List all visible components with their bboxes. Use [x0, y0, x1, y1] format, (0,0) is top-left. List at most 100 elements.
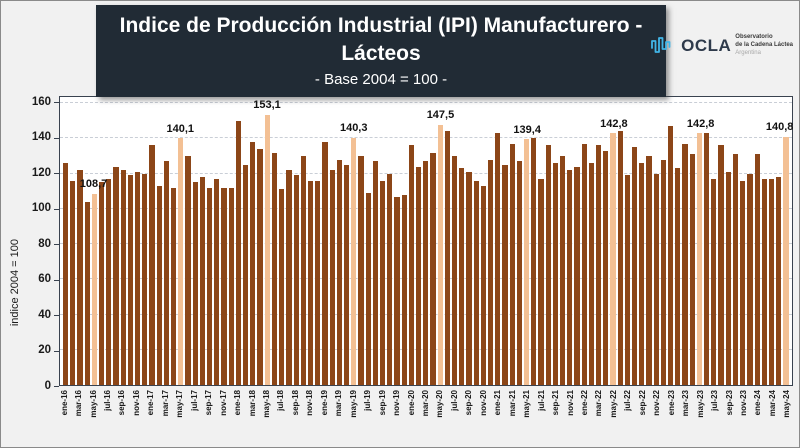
bar-ene-16	[63, 163, 69, 385]
bar-jul-18	[279, 189, 285, 385]
bar-ago-16	[113, 166, 119, 385]
bar-mar-20	[423, 161, 429, 385]
x-tick-label-sep-17: sep-17	[204, 390, 214, 416]
bar-mar-21	[509, 143, 515, 385]
waveform-icon	[651, 36, 671, 53]
value-label-may-16: 108,7	[79, 178, 108, 191]
bar-feb-22	[588, 163, 595, 385]
bars-layer	[62, 97, 790, 385]
x-tick-label-ene-16: ene-16	[59, 390, 69, 416]
bar-jun-21	[531, 138, 537, 385]
y-tick-mark-120	[54, 173, 59, 175]
bar-dic-20	[487, 159, 494, 385]
bar-ago-22	[632, 147, 638, 385]
bar-sep-19	[379, 180, 386, 385]
bar-oct-18	[300, 156, 306, 385]
x-tick-label-jul-17: jul-17	[189, 390, 199, 411]
bar-may-21	[524, 139, 530, 385]
y-tick-label-60: 60	[38, 273, 51, 286]
bar-feb-20	[415, 166, 422, 385]
x-tick-label-may-20: may-20	[435, 390, 445, 418]
bar-sep-21	[552, 163, 559, 385]
bar-sep-16	[120, 170, 126, 385]
bar-jun-18	[271, 152, 278, 385]
x-tick-label-nov-17: nov-17	[218, 390, 228, 416]
bar-ago-19	[372, 161, 378, 385]
y-tick-label-140: 140	[31, 131, 51, 144]
bar-feb-18	[243, 164, 249, 385]
x-tick-label-sep-16: sep-16	[117, 390, 127, 416]
bar-feb-17	[156, 185, 162, 385]
org-line1: Observatorio	[735, 34, 773, 40]
x-tick-label-ene-17: ene-17	[146, 390, 156, 416]
bar-dic-16	[142, 173, 148, 385]
bar-oct-21	[560, 156, 566, 385]
bar-abr-16	[84, 201, 90, 385]
bar-mar-18	[250, 141, 256, 385]
chart-subtitle: - Base 2004 = 100 -	[314, 70, 448, 88]
bar-mar-17	[163, 161, 170, 385]
bar-jul-17	[192, 182, 198, 385]
x-tick-label-may-17: may-17	[175, 390, 185, 418]
x-tick-label-ene-22: ene-22	[580, 390, 589, 416]
bar-oct-23	[732, 154, 739, 385]
x-tick-label-sep-23: sep-23	[724, 390, 734, 416]
bar-nov-16	[135, 171, 141, 385]
y-tick-label-20: 20	[38, 344, 51, 357]
x-tick-label-ene-19: ene-19	[319, 390, 329, 416]
bar-abr-18	[257, 148, 263, 385]
value-label-may-23: 142,8	[686, 117, 715, 130]
bar-oct-20	[473, 180, 479, 385]
x-tick-label-jul-23: jul-23	[710, 390, 720, 411]
bar-jul-23	[711, 178, 717, 385]
y-tick-label-100: 100	[31, 202, 51, 215]
x-tick-label-jul-19: jul-19	[363, 390, 373, 411]
bar-abr-20	[430, 152, 436, 385]
bar-ene-23	[668, 126, 674, 385]
bar-ago-23	[718, 145, 724, 385]
x-tick-label-mar-24: mar-24	[767, 390, 777, 417]
x-tick-label-nov-18: nov-18	[305, 390, 315, 416]
bar-abr-19	[343, 164, 350, 385]
bar-jun-22	[617, 131, 623, 385]
bar-ene-24	[754, 154, 760, 385]
x-tick-label-nov-22: nov-22	[652, 390, 662, 416]
x-tick-label-mar-18: mar-18	[247, 390, 257, 417]
y-tick-label-80: 80	[38, 237, 51, 250]
bar-nov-19	[394, 196, 400, 385]
x-tick-label-ene-20: ene-20	[406, 390, 416, 416]
x-tick-label-may-24: may-24	[782, 390, 792, 418]
y-tick-mark-160	[54, 102, 59, 104]
x-tick-label-mar-21: mar-21	[507, 390, 517, 417]
bar-jun-17	[185, 156, 191, 385]
x-tick-label-jul-16: jul-16	[102, 390, 112, 411]
x-tick-label-mar-17: mar-17	[160, 390, 170, 417]
y-tick-mark-40	[54, 315, 59, 317]
x-tick-label-may-22: may-22	[608, 390, 618, 418]
value-label-may-19: 140,3	[339, 122, 368, 135]
x-tick-label-mar-20: mar-20	[421, 390, 430, 417]
bar-ene-22	[581, 143, 587, 385]
bar-sep-20	[466, 171, 472, 385]
chart-plot-area	[59, 96, 793, 386]
bar-may-18	[264, 115, 270, 385]
bar-jun-19	[358, 156, 364, 385]
x-tick-label-ene-18: ene-18	[233, 390, 243, 416]
y-axis-title: indice 2004 = 100	[9, 239, 21, 327]
x-tick-label-may-23: may-23	[695, 390, 705, 418]
bar-sep-17	[207, 187, 213, 385]
x-tick-label-jul-21: jul-21	[536, 390, 546, 411]
x-tick-label-nov-23: nov-23	[739, 390, 749, 416]
bar-dic-21	[574, 166, 580, 385]
bar-may-22	[610, 133, 616, 385]
y-tick-mark-0	[54, 386, 59, 387]
bar-sep-18	[293, 175, 299, 385]
bar-ene-17	[149, 145, 155, 385]
x-tick-label-may-21: may-21	[522, 390, 532, 418]
bar-feb-16	[70, 180, 76, 385]
x-tick-label-may-19: may-19	[348, 390, 358, 418]
x-tick-label-mar-19: mar-19	[334, 390, 344, 417]
chart-title: Indice de Producción Industrial (IPI) Ma…	[119, 14, 643, 65]
bar-oct-16	[127, 175, 134, 385]
bar-ago-21	[545, 145, 551, 385]
